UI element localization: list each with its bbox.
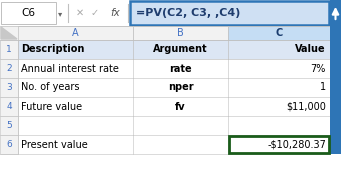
Bar: [330, 97, 341, 116]
Bar: [330, 135, 341, 154]
Bar: [0, 59, 330, 78]
Text: Annual interest rate: Annual interest rate: [21, 64, 119, 73]
Text: No. of years: No. of years: [21, 82, 79, 93]
Bar: [0, 154, 341, 180]
Text: rate: rate: [169, 64, 192, 73]
Bar: [0, 116, 18, 135]
Text: fv: fv: [175, 102, 186, 111]
Text: 5: 5: [6, 121, 12, 130]
Bar: [1, 2, 56, 24]
Bar: [0, 97, 18, 116]
Bar: [0, 135, 330, 154]
Text: ▾: ▾: [58, 10, 62, 19]
Bar: [0, 0, 341, 26]
Text: -$10,280.37: -$10,280.37: [267, 140, 326, 150]
Bar: [330, 78, 341, 97]
Bar: [0, 59, 18, 78]
Bar: [0, 40, 18, 59]
Bar: [0, 116, 330, 135]
Text: Argument: Argument: [153, 44, 208, 55]
Bar: [330, 0, 341, 26]
Text: Value: Value: [295, 44, 326, 55]
Bar: [228, 26, 330, 40]
Bar: [130, 1, 329, 25]
Text: ✓: ✓: [91, 8, 99, 18]
Bar: [133, 26, 228, 40]
Text: $11,000: $11,000: [286, 102, 326, 111]
Text: A: A: [72, 28, 79, 38]
Text: 1: 1: [320, 82, 326, 93]
Text: ✕: ✕: [76, 8, 84, 18]
Text: 2: 2: [6, 64, 12, 73]
Bar: [229, 136, 329, 153]
Text: 6: 6: [6, 140, 12, 149]
Bar: [0, 78, 330, 97]
Bar: [330, 26, 341, 40]
Text: 7%: 7%: [311, 64, 326, 73]
Text: Future value: Future value: [21, 102, 82, 111]
Text: 4: 4: [6, 102, 12, 111]
Text: Present value: Present value: [21, 140, 88, 150]
Text: =PV(C2, C3, ,C4): =PV(C2, C3, ,C4): [136, 8, 240, 18]
Bar: [330, 40, 341, 59]
Text: Description: Description: [21, 44, 84, 55]
Text: C: C: [276, 28, 283, 38]
Bar: [0, 97, 330, 116]
Text: 1: 1: [6, 45, 12, 54]
Text: nper: nper: [168, 82, 193, 93]
Bar: [0, 135, 18, 154]
Text: B: B: [177, 28, 184, 38]
Text: C6: C6: [21, 8, 35, 18]
Bar: [0, 78, 18, 97]
Bar: [18, 26, 133, 40]
Bar: [0, 26, 341, 40]
Bar: [0, 40, 330, 59]
Text: 3: 3: [6, 83, 12, 92]
Bar: [330, 116, 341, 135]
Text: fx: fx: [110, 8, 120, 18]
Bar: [330, 59, 341, 78]
Polygon shape: [1, 27, 17, 39]
